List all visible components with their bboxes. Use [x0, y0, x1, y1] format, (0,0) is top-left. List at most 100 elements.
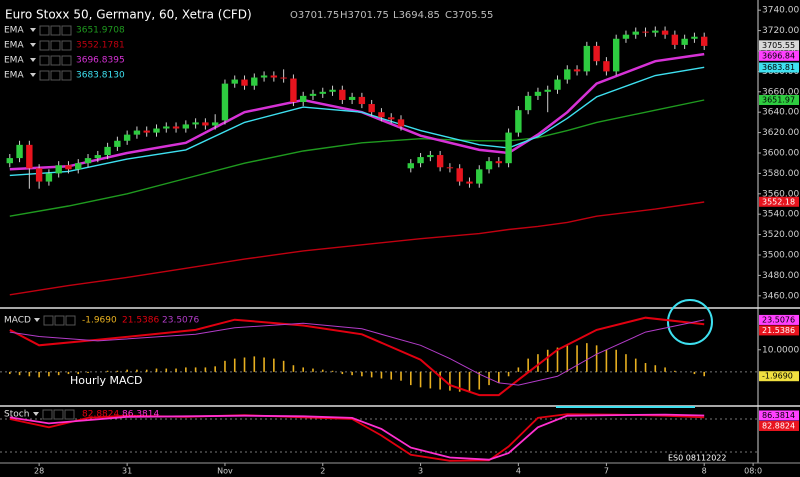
- source-label: ES0 08112022: [668, 454, 726, 463]
- candle-body: [564, 69, 571, 80]
- legend-value: 23.5076: [162, 316, 199, 326]
- legend-name: EMA: [4, 26, 24, 36]
- candle-body: [691, 36, 698, 39]
- y-tick-label: 3560.00: [762, 189, 799, 199]
- legend-name: EMA: [4, 56, 24, 66]
- y-tick-label: 3500.00: [762, 251, 799, 261]
- legend-name: Stoch: [4, 410, 29, 420]
- candle-body: [554, 79, 561, 90]
- x-tick-label: 08:0: [744, 467, 762, 476]
- candle-body: [319, 91, 326, 94]
- price-flag: [759, 40, 799, 51]
- legend-icon: [43, 315, 54, 326]
- candle-body: [221, 83, 229, 121]
- price-flag: [759, 314, 799, 325]
- price-flag-label: 3552.18: [762, 197, 795, 206]
- candle-body: [632, 31, 639, 35]
- candle-body: [241, 79, 248, 86]
- legend-icon: [42, 409, 53, 420]
- legend-name: EMA: [4, 41, 24, 51]
- candle-body: [485, 161, 493, 170]
- dropdown-arrow: [30, 58, 36, 62]
- series-line: [9, 413, 705, 462]
- candle-body: [84, 158, 92, 164]
- candle-body: [309, 93, 317, 96]
- candle-body: [339, 89, 346, 100]
- y-tick-label: 3640.00: [762, 108, 799, 118]
- candle-body: [153, 128, 160, 133]
- candle-body: [593, 45, 600, 62]
- candle-body: [427, 155, 434, 158]
- y-tick-label: 3580.00: [762, 169, 799, 179]
- y-tick-label: 3480.00: [762, 271, 799, 281]
- legend-icon: [50, 70, 61, 81]
- legend-icon: [39, 25, 50, 36]
- price-flag-label: 3651.97: [762, 95, 795, 104]
- candle-body: [260, 75, 268, 78]
- candle-body: [94, 155, 102, 159]
- candle-body: [642, 31, 649, 33]
- candle-body: [407, 163, 414, 169]
- candle-body: [182, 124, 190, 129]
- candle-body: [211, 122, 219, 126]
- candle-body: [476, 169, 483, 184]
- legend-icon: [61, 25, 72, 36]
- legend-name: MACD: [4, 316, 31, 326]
- candle-body: [280, 77, 287, 79]
- candle-body: [231, 79, 238, 84]
- series-line: [9, 52, 705, 171]
- y-tick-label: 3660.00: [762, 87, 799, 97]
- candle-body: [55, 165, 62, 174]
- series-line: [9, 99, 705, 217]
- price-flag: [759, 410, 799, 421]
- y-tick-label: 3460.00: [762, 291, 799, 301]
- candle-body: [172, 126, 180, 129]
- legend-icon: [61, 40, 72, 51]
- x-tick-label: 3: [418, 467, 423, 476]
- ohlc-close: C3705.55: [445, 10, 493, 21]
- legend-value: 86.3814: [122, 410, 159, 420]
- legend-icon: [39, 70, 50, 81]
- candle-body: [456, 168, 463, 182]
- price-flag-label: 21.5386: [762, 326, 795, 335]
- candle-body: [16, 144, 23, 159]
- legend-icon: [65, 315, 76, 326]
- dropdown-arrow: [30, 73, 36, 77]
- legend-icon: [50, 40, 61, 51]
- candle-body: [290, 78, 297, 102]
- x-tick-label: 4: [516, 467, 521, 476]
- candle-body: [348, 96, 356, 100]
- price-flag-label: 86.3814: [762, 411, 795, 420]
- candle-body: [202, 122, 209, 126]
- price-flag-label: 3696.84: [762, 51, 795, 60]
- annotation: Hourly MACD: [70, 374, 143, 387]
- series-line: [9, 201, 705, 296]
- price-flag: [759, 196, 799, 207]
- legend-icon: [54, 315, 65, 326]
- candle-body: [466, 181, 473, 184]
- chart-title: Euro Stoxx 50, Germany, 60, Xetra (CFD): [5, 8, 252, 22]
- y-tick-label: 10.0000: [762, 345, 799, 355]
- candle-body: [104, 146, 111, 156]
- price-flag: [759, 371, 799, 382]
- y-tick-label: 3520.00: [762, 230, 799, 240]
- candle-body: [701, 36, 708, 46]
- x-tick-label: 2: [320, 467, 325, 476]
- dropdown-arrow: [30, 43, 36, 47]
- legend-value: 3651.9708: [76, 26, 125, 36]
- dropdown-arrow: [33, 412, 39, 416]
- candle-body: [358, 96, 366, 105]
- legend-icon: [39, 40, 50, 51]
- dropdown-arrow: [30, 28, 36, 32]
- candle-body: [524, 95, 532, 111]
- price-flag-label: 3683.81: [762, 63, 795, 72]
- candle-body: [436, 155, 444, 168]
- candle-body: [573, 69, 581, 72]
- ohlc-open: O3701.75: [290, 10, 339, 21]
- candle-body: [114, 140, 121, 147]
- price-flag: [759, 420, 799, 431]
- series-line: [9, 319, 705, 386]
- candle-body: [378, 112, 385, 118]
- legend-value: 3552.1781: [76, 41, 125, 51]
